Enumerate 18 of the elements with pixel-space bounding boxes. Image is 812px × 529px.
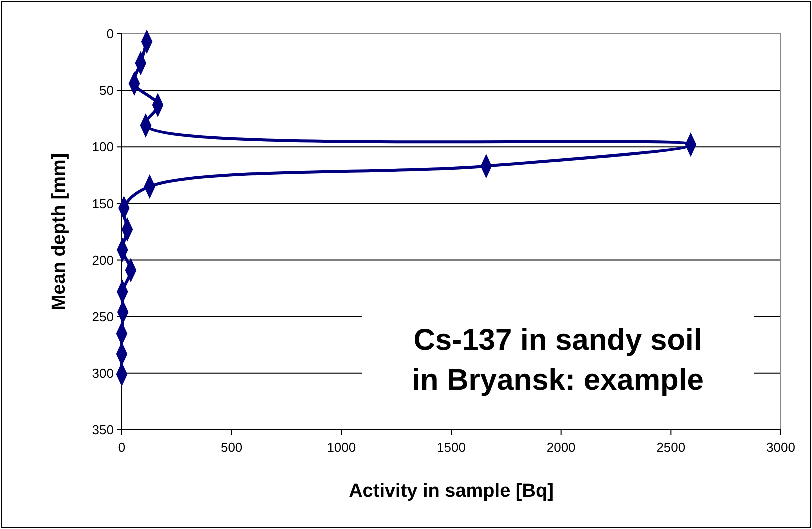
y-tick-label: 300 [92,366,114,381]
y-tick-label: 150 [92,196,114,212]
annotation: Cs-137 in sandy soil in Bryansk: example [412,324,704,397]
y-tick-label: 200 [92,252,114,268]
x-tick-label: 2500 [656,440,686,455]
x-tick-label: 1500 [437,440,466,455]
y-axis-title: Mean depth [mm] [49,153,70,311]
y-tick-label: 350 [92,422,114,438]
x-tick-label: 2000 [546,440,576,455]
x-tick-label: 0 [118,440,126,455]
x-tick-label: 3000 [766,440,796,455]
y-tick-label: 250 [92,309,114,324]
x-tick-label: 1000 [327,440,356,455]
x-axis-title: Activity in sample [Bq] [349,481,554,502]
y-tick-label: 100 [92,140,114,155]
y-tick-label: 0 [106,26,114,42]
y-tick-label: 50 [100,83,114,98]
x-tick-label: 500 [220,440,243,455]
